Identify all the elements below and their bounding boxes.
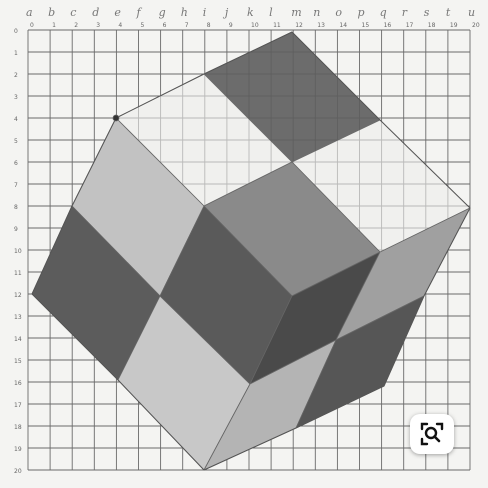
column-number: 19 — [450, 22, 458, 29]
column-letter: e — [114, 6, 121, 19]
row-number: 17 — [14, 402, 22, 409]
column-letter: l — [269, 6, 273, 19]
column-letter: m — [291, 6, 301, 19]
column-number: 9 — [229, 22, 233, 29]
column-letter: n — [313, 6, 320, 19]
column-number: 18 — [428, 22, 436, 29]
column-letter: u — [468, 6, 475, 19]
row-number: 12 — [14, 292, 22, 299]
column-number: 20 — [472, 22, 480, 29]
row-number: 3 — [14, 94, 18, 101]
column-number: 8 — [207, 22, 211, 29]
column-letter: f — [136, 6, 143, 19]
row-number: 5 — [14, 138, 18, 145]
row-number: 14 — [14, 336, 22, 343]
column-number: 0 — [30, 22, 34, 29]
column-number: 12 — [295, 22, 303, 29]
column-letter: c — [70, 6, 76, 19]
column-number: 2 — [74, 22, 78, 29]
column-number: 17 — [406, 22, 414, 29]
rhombic-cube-drawing — [31, 31, 471, 471]
column-number: 6 — [163, 22, 167, 29]
column-number: 13 — [317, 22, 325, 29]
column-number: 3 — [96, 22, 100, 29]
row-number: 2 — [14, 72, 18, 79]
row-number: 6 — [14, 160, 18, 167]
column-number: 14 — [339, 22, 347, 29]
column-letter: q — [380, 6, 387, 19]
column-letter: h — [181, 6, 188, 19]
column-number: 11 — [273, 22, 281, 29]
row-number: 8 — [14, 204, 18, 211]
column-number: 16 — [384, 22, 392, 29]
row-number: 10 — [14, 248, 22, 255]
column-letter: t — [446, 6, 451, 19]
row-number: 15 — [14, 358, 22, 365]
column-letter: p — [358, 6, 365, 19]
row-number: 13 — [14, 314, 22, 321]
column-number: 15 — [362, 22, 370, 29]
column-number: 5 — [141, 22, 145, 29]
corner-dot — [112, 114, 120, 122]
row-number: 9 — [14, 226, 18, 233]
cube-outline — [31, 31, 471, 471]
row-number: 7 — [14, 182, 18, 189]
row-number: 0 — [14, 28, 18, 35]
column-letter: i — [203, 6, 207, 19]
row-number: 18 — [14, 424, 22, 431]
column-letter: j — [222, 6, 229, 19]
column-letter: a — [26, 6, 33, 19]
column-letter: d — [92, 6, 99, 19]
visual-search-icon — [420, 422, 444, 446]
column-letter: r — [402, 6, 408, 19]
column-number: 10 — [251, 22, 259, 29]
visual-search-button[interactable] — [410, 414, 454, 454]
row-number: 20 — [14, 468, 22, 475]
column-number: 4 — [118, 22, 122, 29]
column-letter: g — [159, 6, 166, 19]
column-number-labels: 0 1 2 3 4 5 6 7 8 9 10 11 12 13 14 15 16 17 18 19 20 — [30, 22, 480, 29]
column-number: 1 — [52, 22, 56, 29]
row-number: 19 — [14, 446, 22, 453]
row-number: 1 — [14, 50, 18, 57]
column-letter: b — [48, 6, 55, 19]
column-letter: k — [247, 6, 254, 19]
row-number: 4 — [14, 116, 18, 123]
row-number: 11 — [14, 270, 22, 277]
column-number: 7 — [185, 22, 189, 29]
column-letter: o — [335, 6, 342, 19]
column-letter: s — [424, 6, 430, 19]
row-number: 16 — [14, 380, 22, 387]
